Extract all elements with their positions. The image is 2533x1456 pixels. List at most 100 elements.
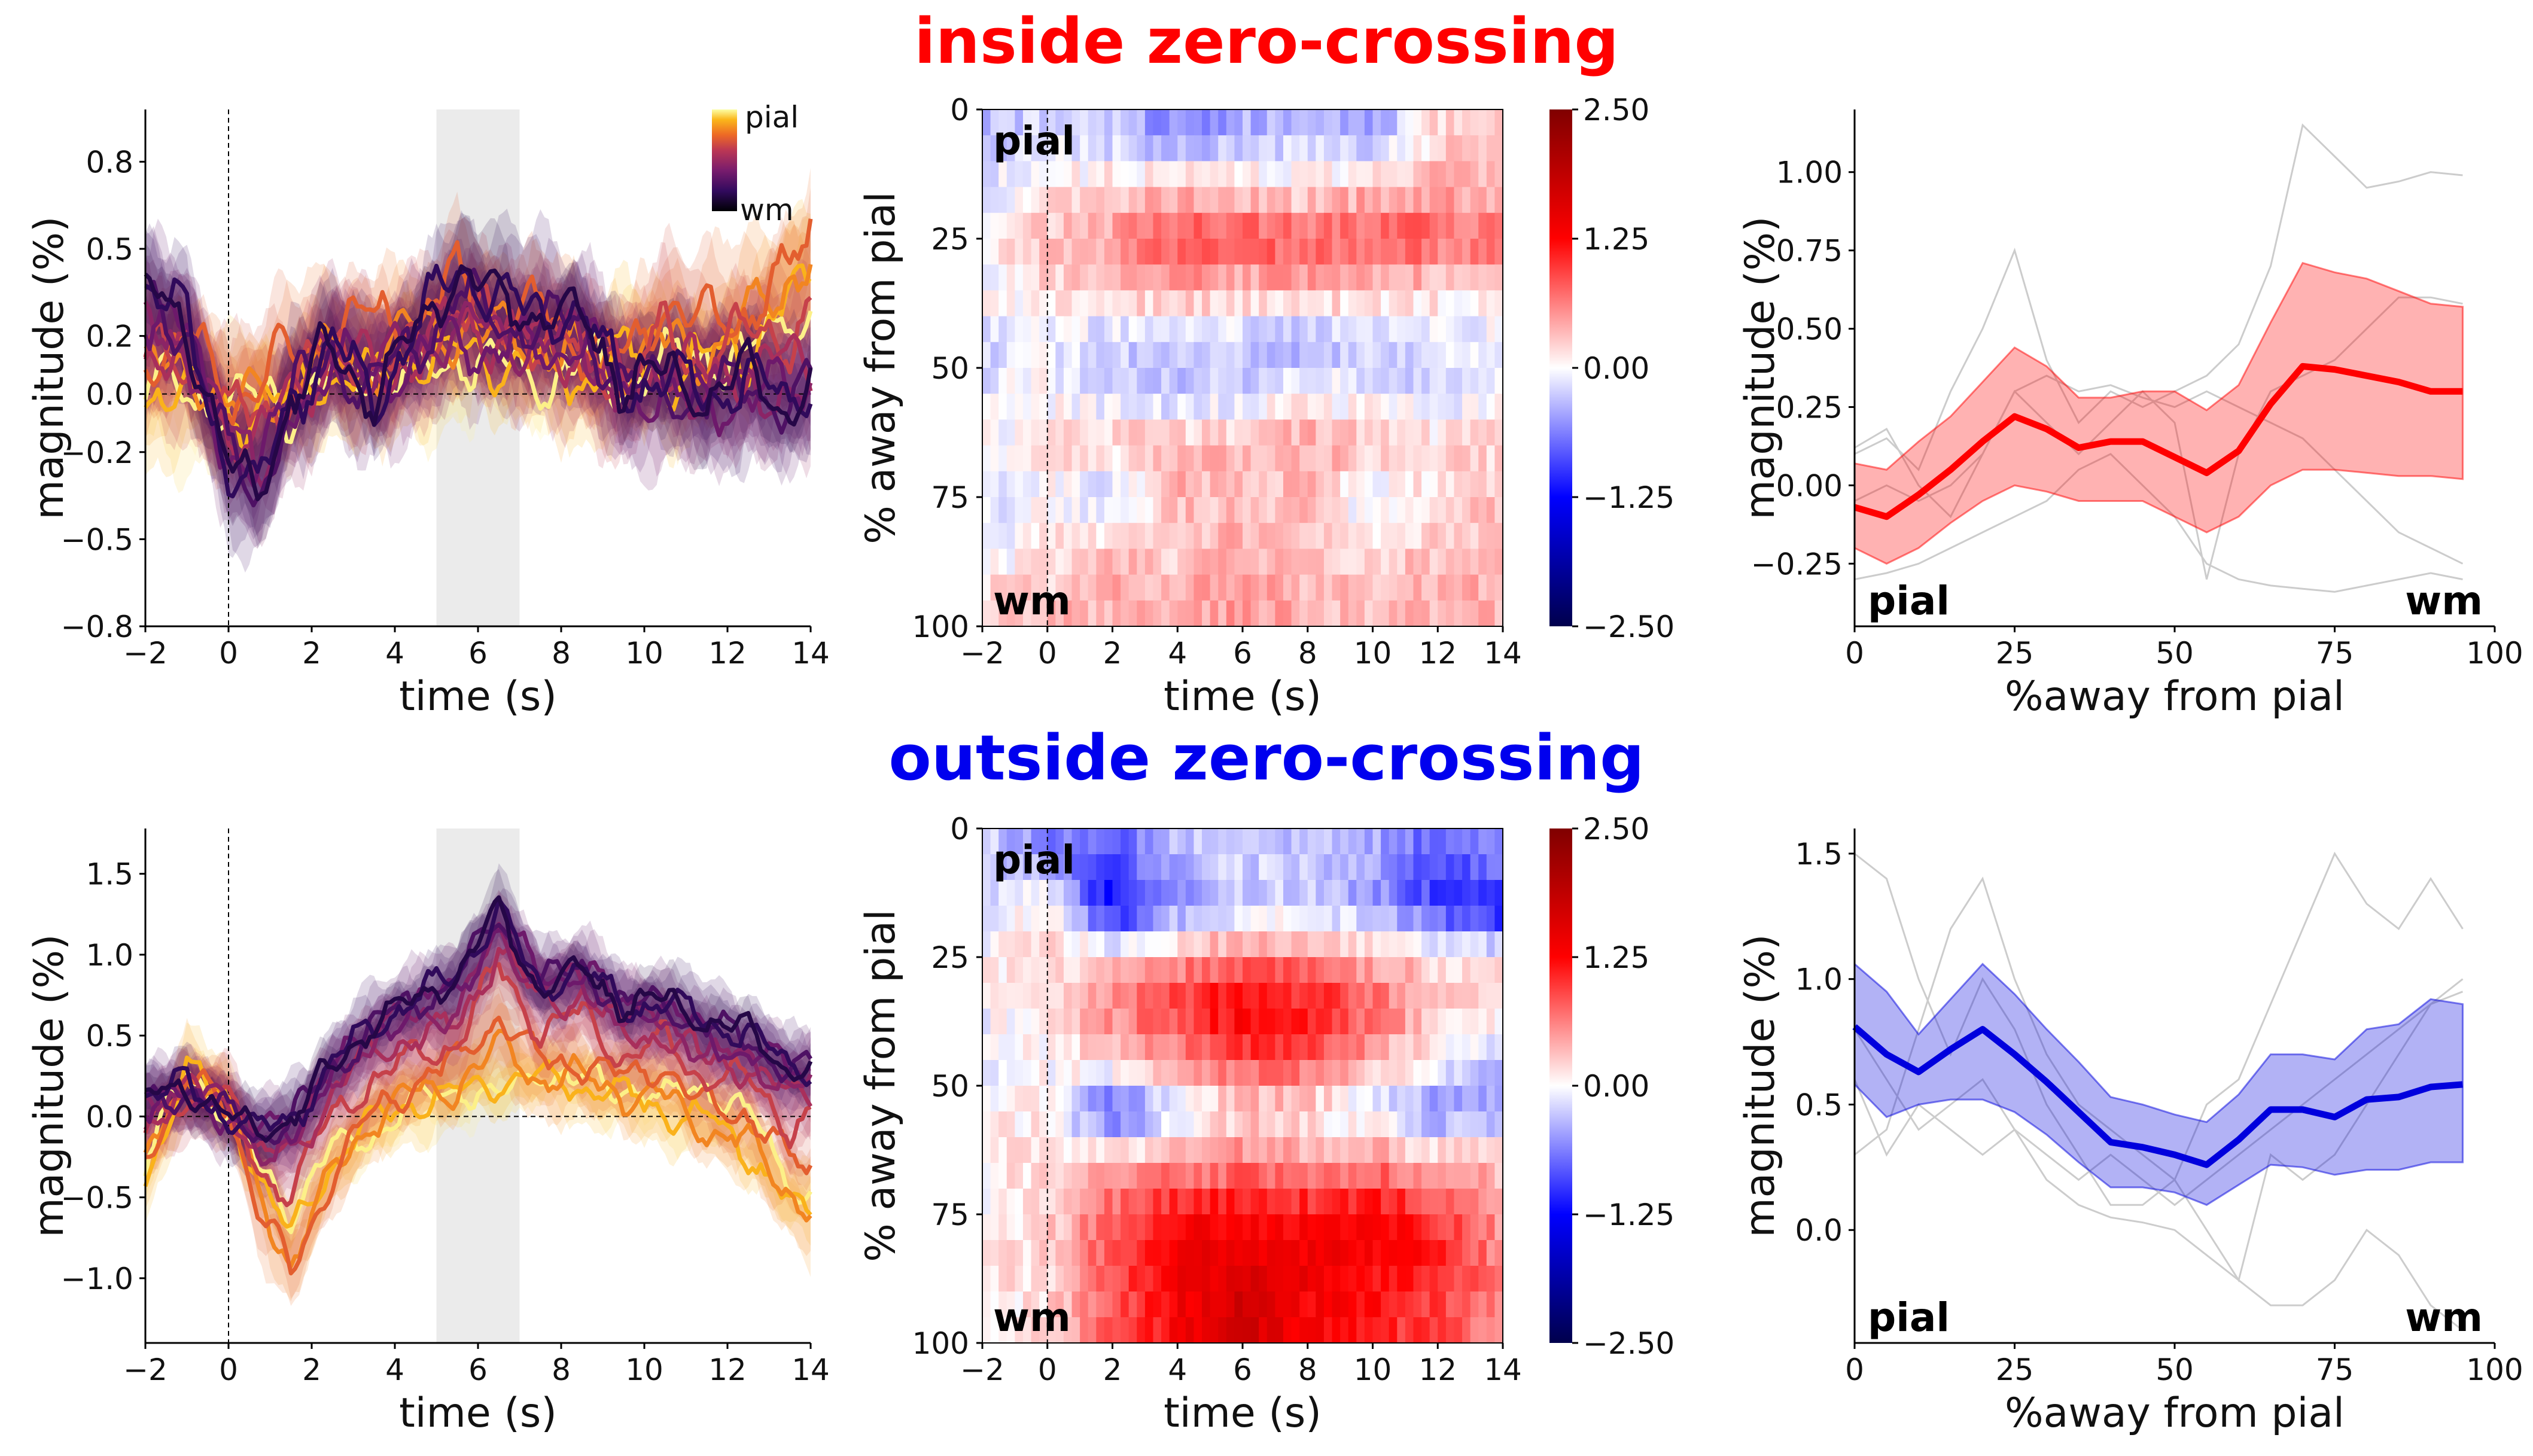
heatmap-cell	[1144, 342, 1154, 368]
heatmap-cell	[1104, 1189, 1113, 1215]
heatmap-cell	[1494, 1291, 1503, 1318]
heatmap-cell	[1104, 445, 1113, 472]
heatmap-cell	[1031, 1214, 1040, 1241]
heatmap-cell	[1275, 342, 1284, 368]
heatmap-cell	[1202, 135, 1211, 162]
heatmap-cell	[1088, 931, 1097, 958]
heatmap-cell	[1137, 161, 1146, 188]
heatmap-cell	[1144, 1266, 1154, 1292]
heatmap-cell	[1185, 600, 1195, 627]
heatmap-cell	[1340, 1291, 1349, 1318]
heatmap-cell	[1226, 574, 1235, 601]
heatmap-cell	[1445, 342, 1455, 368]
heatmap-cell	[1316, 549, 1325, 575]
heatmap-cell	[1291, 1214, 1300, 1241]
heatmap-cell	[1478, 523, 1487, 550]
heatmap-cell	[1340, 342, 1349, 368]
heatmap-cell	[1088, 957, 1097, 983]
heatmap-cell	[1063, 212, 1073, 239]
heatmap-cell	[1332, 290, 1341, 317]
heatmap-cell	[1121, 574, 1130, 601]
heatmap-cell	[982, 135, 991, 162]
heatmap-cell	[1405, 1163, 1414, 1189]
heatmap-cell	[1169, 109, 1179, 136]
heatmap-cell	[1372, 1189, 1381, 1215]
heatmap-cell	[1039, 828, 1048, 855]
heatmap-cell	[1478, 419, 1487, 446]
heatmap-cell	[1031, 1266, 1040, 1292]
heatmap-cell	[1454, 1240, 1463, 1266]
heatmap-cell	[1104, 497, 1113, 523]
heatmap-cell	[1047, 1086, 1057, 1112]
heatmap-cell	[1096, 290, 1105, 317]
heatmap-cell	[1413, 135, 1422, 162]
heatmap-x-tick-label: 2	[1103, 636, 1122, 671]
heatmap-cell	[1445, 497, 1455, 523]
heatmap-cell	[1128, 931, 1138, 958]
heatmap-cell	[1243, 931, 1252, 958]
heatmap-cell	[1153, 931, 1162, 958]
heatmap-cell	[1307, 109, 1317, 136]
heatmap-cell	[1486, 549, 1496, 575]
heatmap-cell	[990, 497, 999, 523]
heatmap-cell	[1332, 135, 1341, 162]
heatmap-cell	[1031, 1163, 1040, 1189]
heatmap-cell	[1340, 1111, 1349, 1138]
heatmap-cell	[1121, 290, 1130, 317]
colorbar-tick-label: −2.50	[1583, 610, 1675, 644]
heatmap-cell	[1226, 880, 1235, 906]
heatmap-cell	[1088, 368, 1097, 394]
heatmap-colorbar	[1549, 109, 1572, 626]
heatmap-cell	[1348, 1086, 1357, 1112]
heatmap-cell	[1486, 1291, 1496, 1318]
heatmap-cell	[1486, 419, 1496, 446]
heatmap-cell	[1096, 497, 1105, 523]
heatmap-cell	[1348, 445, 1357, 472]
heatmap-cell	[1234, 342, 1243, 368]
heatmap-cell	[1494, 931, 1503, 958]
heatmap-cell	[1250, 342, 1259, 368]
heatmap-cell	[1169, 1189, 1179, 1215]
heatmap-cell	[1063, 368, 1073, 394]
heatmap-cell	[1047, 931, 1057, 958]
heatmap-cell	[1445, 419, 1455, 446]
heatmap-ylabel: % away from pial	[857, 191, 905, 544]
heatmap-cell	[1275, 1034, 1284, 1061]
heatmap-cell	[982, 419, 991, 446]
heatmap-cell	[1299, 1086, 1308, 1112]
heatmap-cell	[1202, 161, 1211, 188]
heatmap-cell	[1364, 1086, 1374, 1112]
heatmap-cell	[1234, 523, 1243, 550]
heatmap-cell	[1389, 161, 1398, 188]
heatmap-cell	[1210, 1060, 1219, 1086]
heatmap-cell	[1381, 394, 1390, 421]
heatmap-cell	[1413, 445, 1422, 472]
heatmap-cell	[1128, 135, 1138, 162]
heatmap-cell	[1470, 1214, 1479, 1241]
heatmap-cell	[1421, 290, 1430, 317]
heatmap-cell	[1478, 497, 1487, 523]
heatmap-cell	[1389, 445, 1398, 472]
heatmap-cell	[1218, 880, 1227, 906]
heatmap-cell	[1494, 1163, 1503, 1189]
heatmap-cell	[1364, 1034, 1374, 1061]
heatmap-cell	[1006, 880, 1016, 906]
heatmap-cell	[1161, 523, 1170, 550]
heatmap-cell	[1226, 523, 1235, 550]
heatmap-cell	[1323, 880, 1333, 906]
heatmap-cell	[1494, 290, 1503, 317]
heatmap-cell	[998, 1163, 1007, 1189]
heatmap-cell	[1063, 316, 1073, 343]
heatmap-cell	[1372, 957, 1381, 983]
heatmap-cell	[1259, 1009, 1268, 1035]
heatmap-cell	[1356, 471, 1365, 498]
heatmap-cell	[1112, 1214, 1121, 1241]
heatmap-cell	[1438, 419, 1447, 446]
heatmap-cell	[1047, 497, 1057, 523]
heatmap-x-tick-label: −2	[960, 1353, 1004, 1387]
heatmap-cell	[1323, 1137, 1333, 1163]
heatmap-cell	[1470, 1137, 1479, 1163]
heatmap-cell	[1039, 523, 1048, 550]
heatmap-cell	[1202, 394, 1211, 421]
heatmap-cell	[1063, 239, 1073, 265]
